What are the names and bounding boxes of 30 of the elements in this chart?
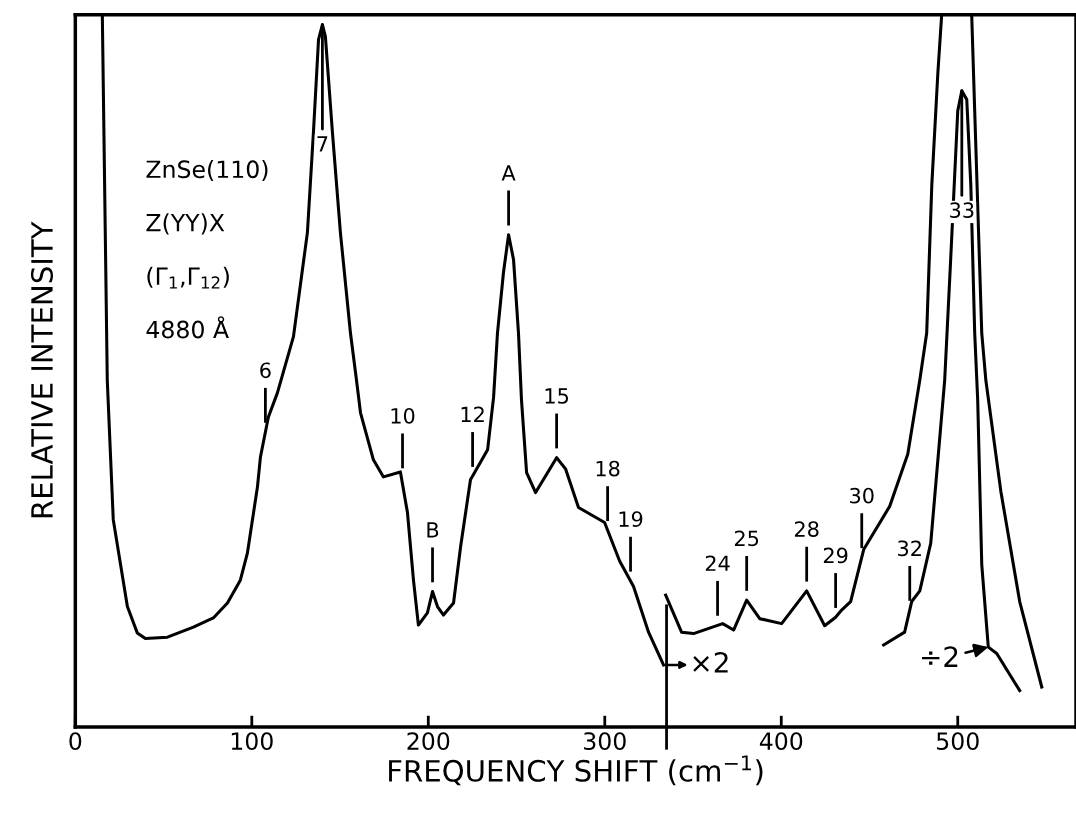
- x-tick-label: 200: [407, 732, 450, 751]
- x-tick-label: 400: [759, 732, 803, 751]
- annotation: 32: [898, 540, 921, 557]
- annotation: B: [427, 522, 439, 538]
- annotation: 15: [545, 388, 569, 404]
- annotation: 28: [794, 521, 819, 537]
- annotation: ZnSe(110): [146, 159, 268, 181]
- ref-line-label: ×2: [693, 651, 728, 673]
- annotation: 18: [596, 460, 620, 477]
- annotation: 33: [950, 202, 974, 218]
- annotation: 24: [705, 555, 730, 571]
- y-axis-title: RELATIVE INTENSITY: [30, 221, 53, 518]
- annotation: Z(YY)X: [146, 213, 225, 235]
- annotation: 6: [260, 362, 271, 379]
- annotation: A: [501, 165, 516, 181]
- annotation: ÷2: [922, 646, 958, 667]
- x-tick-label: 100: [231, 732, 273, 751]
- annotation: 10: [391, 407, 415, 424]
- annotation: 29: [823, 547, 848, 564]
- x-tick-label: 300: [584, 732, 626, 751]
- x-tick-label: 0: [69, 732, 82, 751]
- annotation: 4880 Å: [146, 316, 229, 339]
- annotation: 19: [619, 511, 643, 527]
- annotation: 25: [734, 530, 759, 547]
- annotation: 12: [461, 406, 484, 422]
- annotation: 30: [850, 487, 874, 504]
- x-tick-label: 500: [937, 732, 979, 751]
- annotation: (Γ$_{1}$,Γ$_{12}$): [147, 266, 229, 289]
- annotation: 7: [317, 136, 328, 152]
- x-axis-title: FREQUENCY SHIFT (cm$^{−1}$): [389, 755, 763, 786]
